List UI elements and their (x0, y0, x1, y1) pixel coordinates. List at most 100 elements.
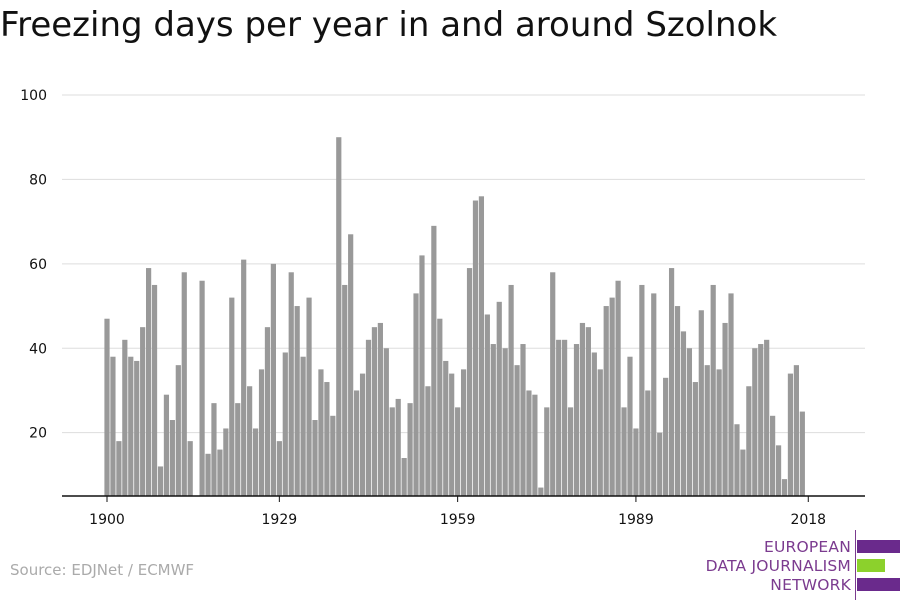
bar (128, 356, 134, 496)
y-tick-label: 20 (29, 426, 47, 442)
bar (674, 306, 681, 496)
bar (110, 356, 116, 496)
bar (413, 293, 419, 496)
bar (609, 297, 615, 496)
bar (799, 411, 805, 496)
bar (597, 369, 603, 496)
bar (579, 322, 586, 496)
bar (252, 428, 259, 496)
bar (686, 348, 693, 496)
bar (651, 293, 657, 496)
bar (657, 432, 663, 496)
bar (692, 382, 698, 496)
bar (538, 487, 544, 496)
logo-bar-purple-top (857, 540, 900, 553)
axes: 20 40 60 80 100 1900 1929 1959 1989 2018 (20, 88, 865, 528)
bar (389, 407, 395, 496)
bar (716, 369, 722, 496)
bar (627, 356, 633, 496)
bar (151, 284, 158, 496)
bar (680, 331, 687, 496)
bar (104, 318, 110, 496)
x-tick-label: 2018 (790, 512, 826, 528)
bar (663, 377, 669, 496)
chart-title: Freezing days per year in and around Szo… (0, 5, 778, 45)
bar (615, 280, 621, 496)
bar (146, 268, 152, 496)
bar (764, 339, 770, 496)
bar (175, 365, 181, 496)
bar (633, 428, 639, 496)
bar (704, 365, 710, 496)
bar (211, 403, 217, 496)
bar (585, 327, 591, 496)
bar (264, 327, 271, 496)
bar (116, 441, 122, 496)
bar (235, 403, 241, 496)
bar (181, 272, 187, 496)
logo-line-2: DATA JOURNALISM (705, 557, 851, 575)
bar (377, 322, 383, 496)
bar (734, 424, 740, 496)
bar (163, 394, 170, 496)
bar (478, 196, 485, 496)
bar (431, 225, 437, 496)
bar (758, 344, 764, 496)
bar (306, 297, 312, 496)
bar (359, 373, 366, 496)
bar (247, 386, 253, 496)
bar (401, 458, 407, 496)
bar (229, 297, 235, 496)
x-tick-label: 1900 (89, 512, 125, 528)
bar (348, 234, 354, 497)
bar (134, 360, 140, 496)
bar (472, 200, 479, 496)
bar (698, 310, 704, 496)
bar (276, 441, 282, 496)
x-tick-label: 1929 (262, 512, 298, 528)
bar (241, 259, 247, 496)
bar (621, 407, 627, 496)
bar (496, 301, 502, 496)
bar-chart: 20 40 60 80 100 1900 1929 1959 1989 2018 (20, 88, 865, 528)
bar (140, 327, 146, 496)
bar (562, 339, 568, 496)
bar (318, 369, 324, 496)
bar (526, 390, 532, 496)
bar (556, 339, 562, 496)
bar (294, 306, 300, 496)
bar (122, 339, 128, 496)
bar (544, 407, 550, 496)
bar (342, 284, 348, 496)
bar (449, 373, 455, 496)
logo-line-1: EUROPEAN (763, 538, 851, 556)
bar (502, 348, 508, 496)
bar (645, 390, 651, 496)
bar (740, 449, 746, 496)
bar (668, 268, 675, 496)
bar (282, 352, 288, 496)
bar (223, 428, 229, 496)
bar (157, 466, 164, 496)
bar (199, 280, 205, 496)
bar (169, 420, 175, 496)
x-tick-label: 1989 (618, 512, 654, 528)
bar (781, 479, 788, 496)
bar (793, 365, 799, 496)
bar (460, 369, 467, 496)
logo-line-3: NETWORK (770, 576, 851, 594)
bar (752, 348, 758, 496)
x-tick-label: 1959 (440, 512, 476, 528)
bar (455, 407, 461, 496)
logo-divider (855, 530, 856, 600)
y-tick-label: 60 (29, 257, 47, 273)
bar (300, 356, 306, 496)
bar (217, 449, 223, 496)
bar (484, 314, 490, 496)
bar (437, 318, 443, 496)
bar (770, 415, 776, 496)
bar (508, 284, 514, 496)
source-note: Source: EDJNet / ECMWF (10, 561, 195, 579)
bar (336, 137, 342, 496)
bar (419, 255, 425, 496)
